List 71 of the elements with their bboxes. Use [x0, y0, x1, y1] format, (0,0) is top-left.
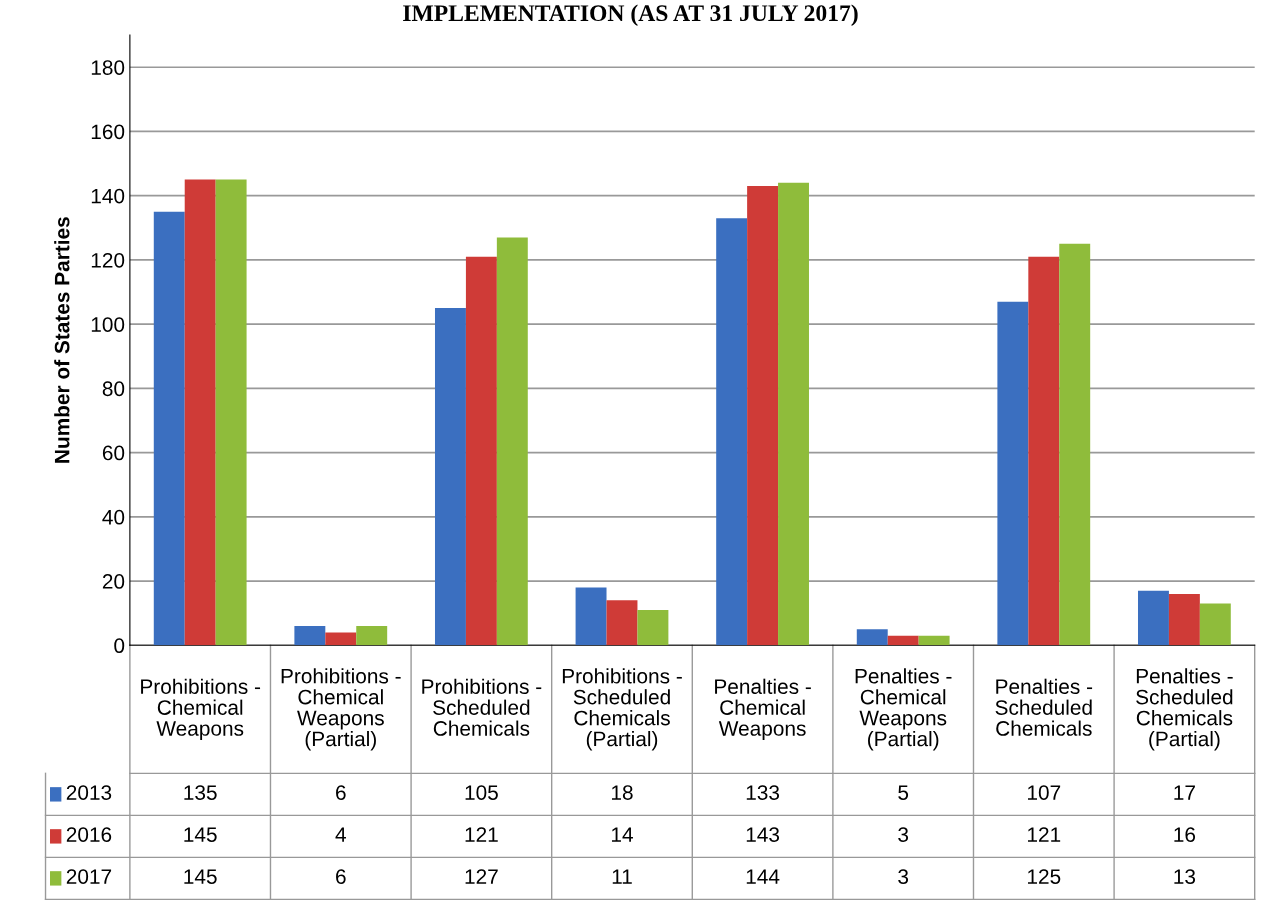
data-label: 3 — [898, 827, 909, 842]
data-label: 17 — [1174, 785, 1195, 800]
y-tick-label: 0 — [114, 638, 125, 654]
bar — [496, 237, 528, 646]
bar — [1199, 603, 1231, 646]
data-label: 6 — [336, 869, 346, 884]
bar — [778, 182, 809, 646]
data-label: 3 — [898, 869, 909, 884]
y-tick-label: 80 — [102, 381, 125, 397]
y-tick-label: 140 — [91, 188, 125, 204]
chart-title: IMPLEMENTATION (AS AT 31 JULY 2017) — [403, 4, 858, 26]
data-label: 145 — [184, 827, 217, 842]
data-label: 145 — [184, 869, 217, 884]
data-label: 13 — [1174, 869, 1196, 884]
bar — [637, 609, 669, 646]
bar — [153, 211, 185, 646]
bar — [184, 179, 216, 646]
x-tick-label: Prohibitions - Scheduled Chemicals (Partial) — [562, 668, 682, 751]
bar — [1059, 243, 1091, 646]
data-label: 143 — [746, 827, 780, 842]
bar — [575, 587, 607, 646]
y-tick-label: 60 — [102, 445, 125, 461]
data-label: 4 — [335, 827, 346, 842]
bar — [747, 186, 779, 646]
y-tick-label: 180 — [91, 60, 125, 75]
bar — [918, 635, 950, 646]
bar — [1168, 593, 1200, 646]
data-label: 133 — [746, 785, 780, 800]
bar — [887, 635, 919, 646]
data-label: 105 — [465, 785, 498, 800]
data-label: 135 — [184, 785, 217, 800]
y-tick-label: 120 — [91, 252, 125, 268]
data-label: 127 — [465, 869, 498, 884]
data-label: 16 — [1174, 827, 1196, 842]
data-label: 18 — [611, 785, 633, 800]
bar — [356, 626, 388, 646]
data-label: 11 — [612, 869, 632, 884]
bar — [294, 626, 326, 646]
bar — [997, 301, 1029, 646]
data-label: 6 — [336, 785, 346, 800]
data-label: 121 — [1028, 827, 1061, 842]
x-tick-label: Prohibitions - Scheduled Chemicals — [422, 678, 542, 736]
data-label: 5 — [898, 785, 909, 800]
legend-label: 2016 — [66, 827, 112, 842]
bar — [465, 256, 497, 646]
bar — [215, 179, 247, 646]
bar — [434, 308, 466, 646]
legend-label: 2013 — [66, 785, 112, 800]
data-label: 14 — [611, 827, 633, 842]
y-axis-title: Number of States Parties — [54, 217, 70, 463]
x-tick-label: Prohibitions - Chemical Weapons — [141, 678, 261, 740]
x-tick-label: Penalties - Chemical Weapons — [715, 678, 811, 740]
data-label: 125 — [1028, 869, 1061, 884]
y-tick-label: 100 — [91, 317, 125, 332]
bar — [716, 218, 748, 646]
x-tick-label: Penalties - Chemical Weapons (Partial) — [855, 668, 952, 751]
x-tick-label: Prohibitions - Chemical Weapons (Partial) — [281, 668, 401, 751]
data-label: 121 — [465, 827, 498, 842]
bar — [856, 629, 888, 646]
data-label: 144 — [746, 869, 780, 884]
bar — [606, 600, 638, 646]
y-tick-label: 160 — [91, 124, 125, 140]
bar — [1138, 590, 1169, 646]
data-label: 107 — [1028, 785, 1061, 800]
x-tick-label: Penalties - Scheduled Chemicals — [995, 678, 1093, 736]
bar — [325, 632, 357, 646]
y-tick-label: 40 — [102, 509, 125, 525]
y-tick-label: 20 — [102, 574, 125, 589]
bar — [1028, 256, 1060, 646]
x-tick-label: Penalties - Scheduled Chemicals (Partial) — [1136, 668, 1233, 751]
legend-label: 2017 — [66, 869, 112, 884]
